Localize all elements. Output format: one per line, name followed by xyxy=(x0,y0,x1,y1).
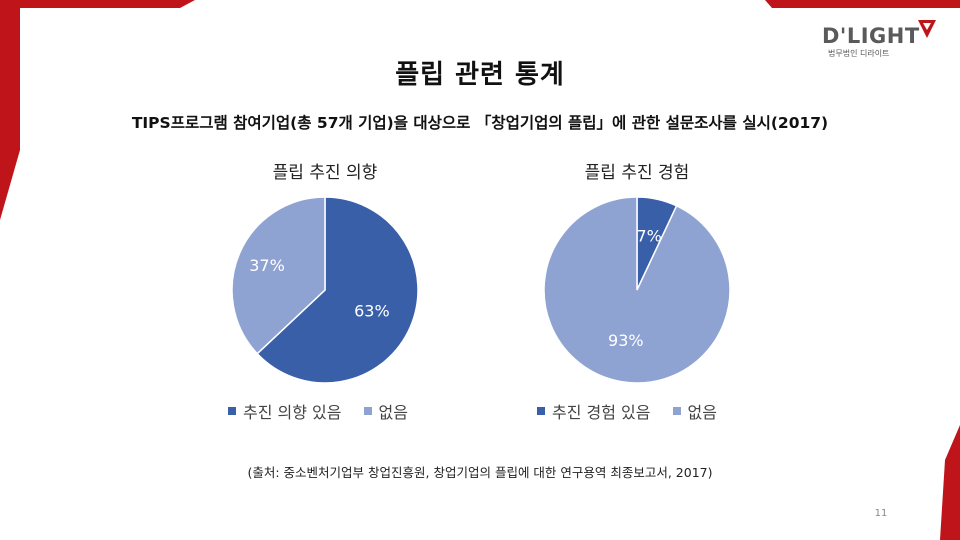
pie-data-label: 7% xyxy=(637,227,662,246)
page-title: 플립 관련 통계 xyxy=(395,60,565,90)
corner-left-edge xyxy=(0,8,20,220)
legend-label: 없음 xyxy=(378,403,408,422)
pie-slice xyxy=(231,196,326,355)
legend-swatch xyxy=(537,407,545,415)
source-citation: (출처: 중소벤처기업부 창업진흥원, 창업기업의 플립에 대한 연구용역 최종… xyxy=(247,465,713,480)
legend-label: 없음 xyxy=(687,403,717,422)
legend-swatch xyxy=(228,407,236,415)
chart-title-experience: 플립 추진 경험 xyxy=(584,163,690,183)
corner-top-left xyxy=(0,0,195,8)
legend-label: 추진 경험 있음 xyxy=(552,403,651,422)
pie-chart-intent: 63% 37% xyxy=(231,196,419,384)
chart-title-intent: 플립 추진 의향 xyxy=(272,163,378,183)
corner-right-edge xyxy=(948,8,960,540)
legend-intent: 추진 의향 있음 없음 xyxy=(228,399,408,423)
pie-data-label: 93% xyxy=(608,331,644,350)
legend-experience: 추진 경험 있음 없음 xyxy=(537,399,717,423)
pie-slice xyxy=(256,196,419,384)
company-logo: D'LIGHT 법무법인 디라이트 xyxy=(822,18,940,62)
legend-label: 추진 의향 있음 xyxy=(243,403,342,422)
pie-data-label: 63% xyxy=(354,301,390,320)
corner-bottom-right xyxy=(940,425,960,540)
logo-mark-icon xyxy=(918,20,936,38)
corner-top-right xyxy=(765,0,960,8)
pie-slice xyxy=(543,196,731,384)
logo-text: D'LIGHT xyxy=(822,24,920,48)
pie-data-label: 37% xyxy=(249,256,285,275)
page-number: 11 xyxy=(874,508,888,519)
legend-swatch xyxy=(672,407,681,415)
logo-subtext: 법무법인 디라이트 xyxy=(828,49,890,58)
pie-chart-experience: 7% 93% xyxy=(543,196,731,384)
legend-swatch xyxy=(363,407,372,415)
page-subtitle: TIPS프로그램 참여기업(총 57개 기업)을 대상으로 「창업기업의 플립」… xyxy=(131,114,829,132)
